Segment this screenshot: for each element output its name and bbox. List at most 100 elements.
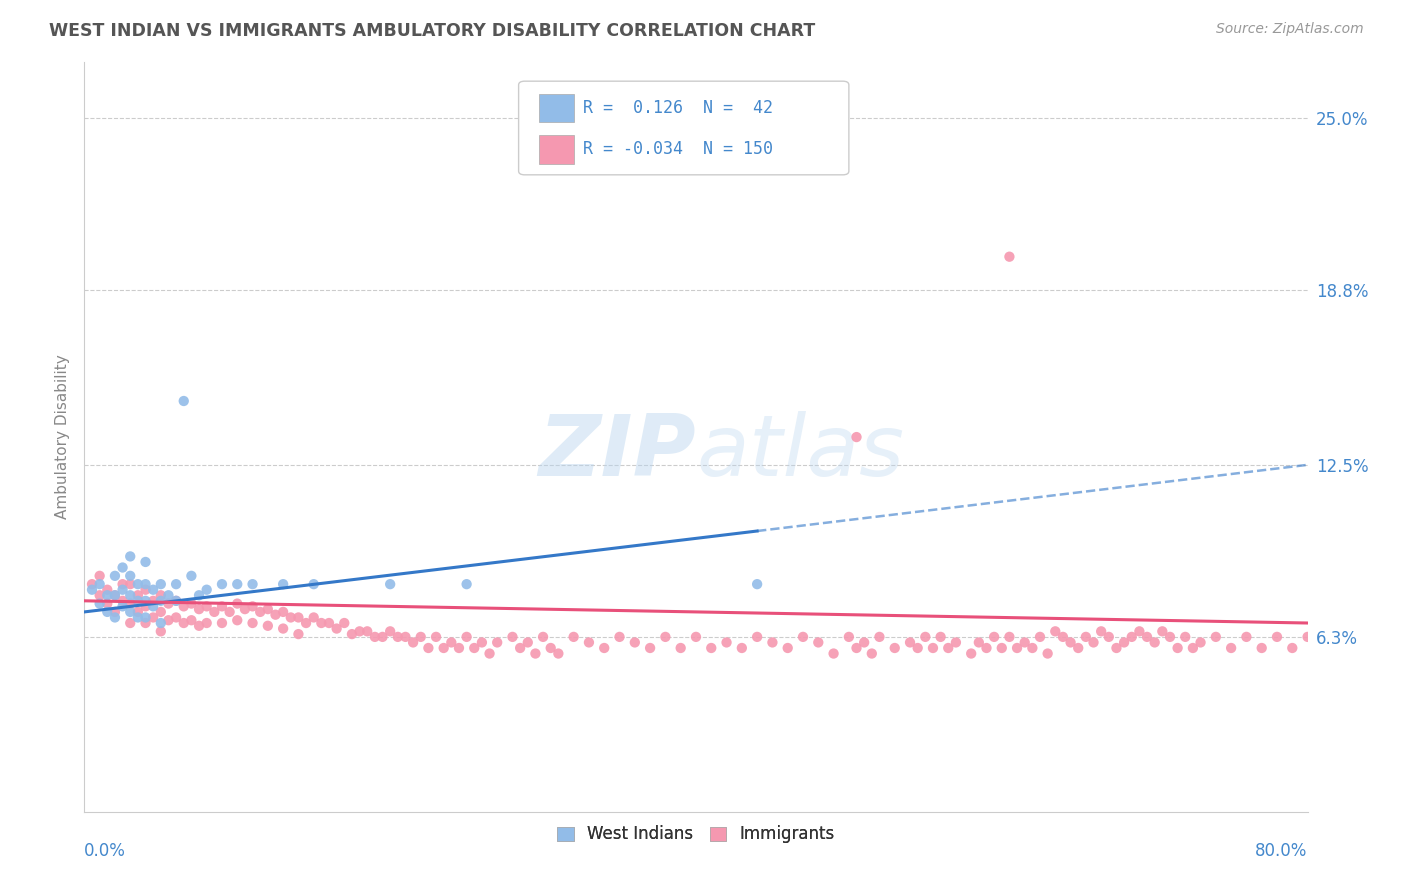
Point [747,630,769,644]
Point [1181,640,1204,655]
Point [120,588,142,602]
Point [776,640,799,655]
Point [157,588,180,602]
Point [823,647,845,661]
Point [387,630,409,644]
Text: atlas: atlas [696,410,904,493]
Point [104,605,127,619]
Point [226,597,249,611]
FancyBboxPatch shape [519,81,849,175]
Point [120,615,142,630]
Point [149,624,172,639]
Point [731,640,754,655]
Point [1136,630,1159,644]
Point [287,627,309,641]
Point [89,577,111,591]
Point [149,605,172,619]
Point [135,577,157,591]
Point [211,599,233,614]
Point [104,588,127,602]
FancyBboxPatch shape [540,94,574,122]
Point [669,640,692,655]
Point [1159,630,1181,644]
Point [364,630,387,644]
Point [1296,630,1319,644]
Point [1045,624,1067,639]
Point [120,597,142,611]
Point [135,582,157,597]
Point [1121,630,1143,644]
Point [173,394,195,409]
Point [967,635,990,649]
Point [1265,630,1288,644]
Point [302,610,325,624]
Point [409,630,432,644]
Point [685,630,707,644]
Point [907,640,929,655]
Point [1021,640,1043,655]
Point [142,610,165,624]
Point [257,602,280,616]
Point [914,630,936,644]
Point [142,594,165,608]
Point [89,588,111,602]
Point [418,640,440,655]
Point [1067,640,1090,655]
Point [845,430,868,444]
Point [80,582,103,597]
Point [983,630,1005,644]
Point [135,599,157,614]
Point [440,635,463,649]
Point [135,610,157,624]
Point [149,577,172,591]
Point [271,577,294,591]
Point [96,582,118,597]
Point [433,640,456,655]
Point [380,624,402,639]
Point [609,630,631,644]
Point [111,577,134,591]
Point [302,577,325,591]
Point [1114,635,1136,649]
Point [1105,640,1128,655]
Point [838,630,860,644]
Point [188,588,211,602]
Point [120,569,142,583]
Point [211,577,233,591]
Point [180,613,202,627]
Point [165,594,187,608]
Point [165,577,187,591]
Point [998,630,1021,644]
Point [860,647,883,661]
Point [1174,630,1197,644]
Point [700,640,723,655]
Text: 0.0%: 0.0% [84,842,127,860]
Point [869,630,891,644]
Legend: West Indians, Immigrants: West Indians, Immigrants [553,821,839,848]
Point [149,615,172,630]
Point [716,635,738,649]
Point [120,549,142,564]
Point [1143,635,1166,649]
Point [188,619,211,633]
Point [142,599,165,614]
Point [135,594,157,608]
Point [333,615,356,630]
Point [180,597,202,611]
Point [218,605,240,619]
Point [104,588,127,602]
Point [747,577,769,591]
Point [638,640,661,655]
Point [922,640,945,655]
Point [211,615,233,630]
Point [195,615,218,630]
Point [104,610,127,624]
Point [242,615,264,630]
Text: R =  0.126  N =  42: R = 0.126 N = 42 [583,99,773,117]
Point [1189,635,1212,649]
Y-axis label: Ambulatory Disability: Ambulatory Disability [55,355,70,519]
Point [898,635,921,649]
Point [226,577,249,591]
Point [929,630,952,644]
Point [792,630,814,644]
